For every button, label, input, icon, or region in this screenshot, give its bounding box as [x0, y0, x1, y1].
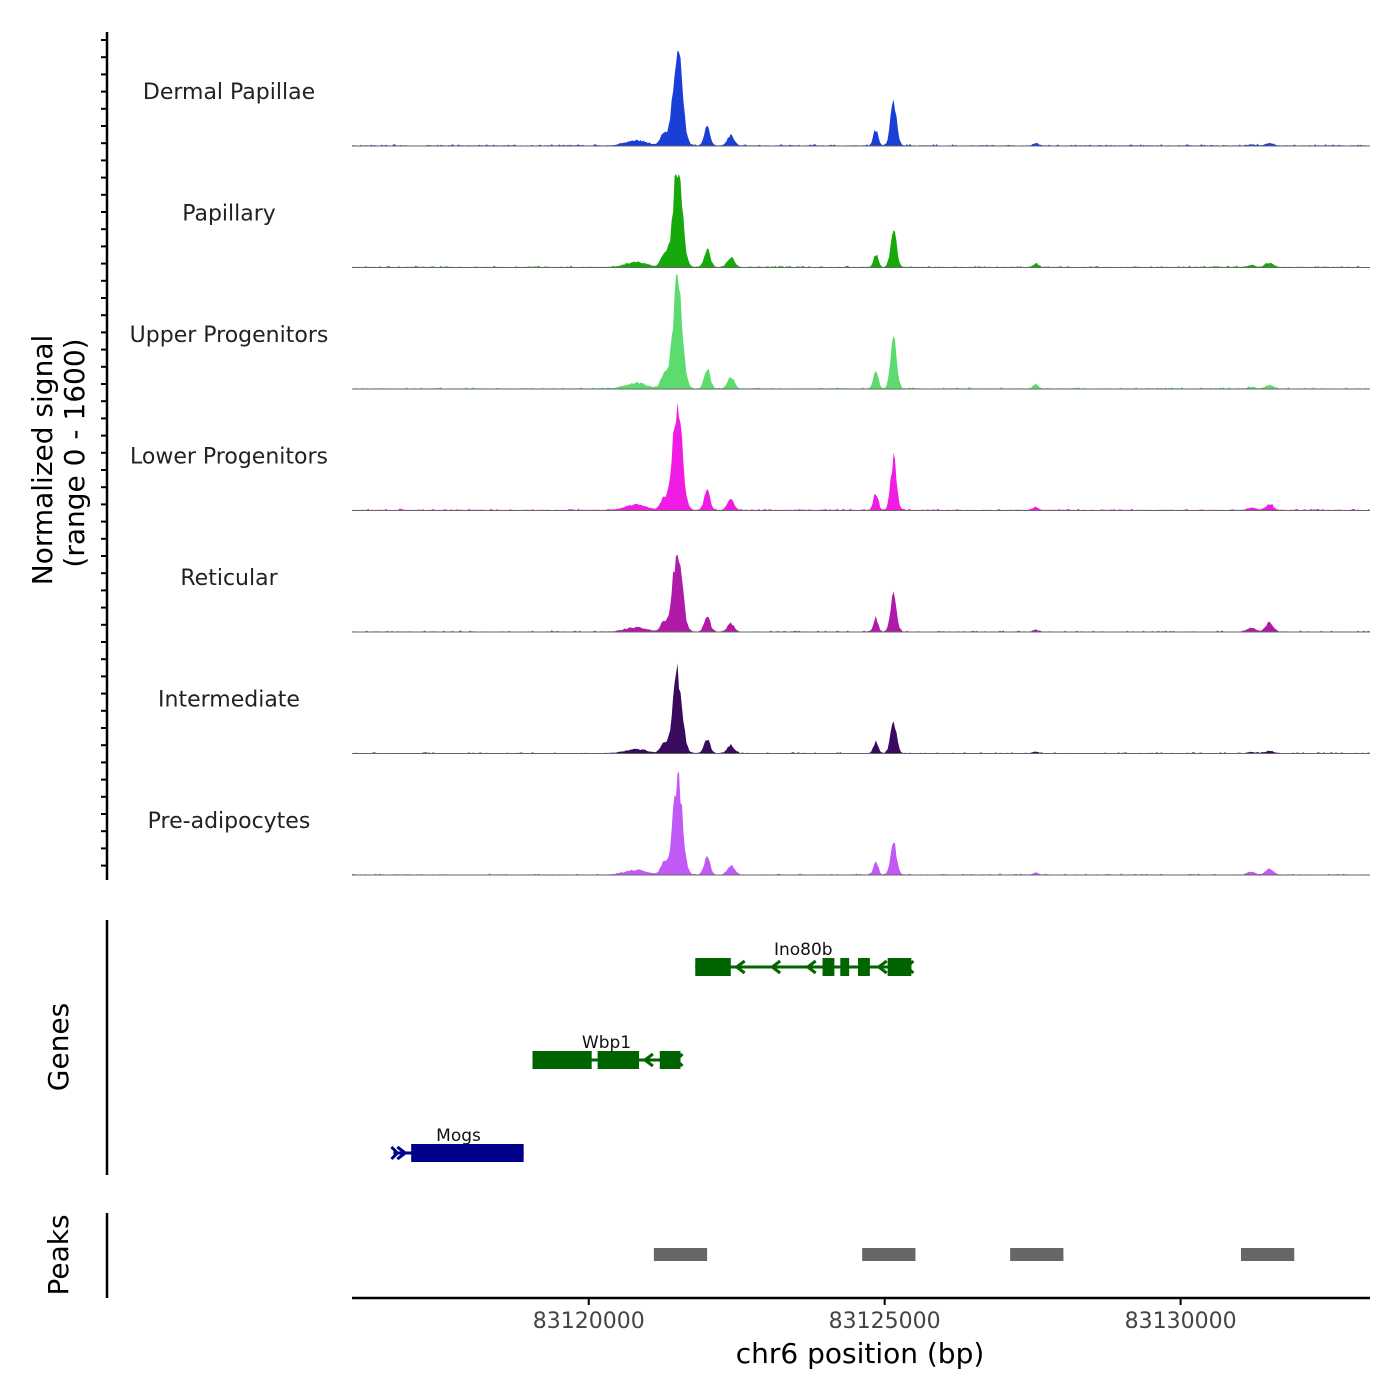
track-label: Upper Progenitors [130, 323, 329, 348]
strand-arrow [876, 959, 888, 975]
track-label: Intermediate [158, 688, 300, 713]
gene-exon [532, 1051, 592, 1069]
track-label: Reticular [180, 566, 278, 591]
peak-region [862, 1248, 916, 1261]
signal-area-reticular [352, 554, 1370, 632]
x-tick-label: 83130000 [1125, 1309, 1237, 1334]
strand-arrow [396, 1145, 408, 1161]
signal-area-papillary [352, 173, 1370, 268]
signal-area-pre-adipocytes [352, 771, 1370, 875]
x-tick-label: 83120000 [533, 1309, 645, 1334]
gene-exon [411, 1144, 524, 1162]
signal-axis [101, 32, 109, 880]
peak-region [1240, 1248, 1295, 1261]
strand-arrow [734, 959, 746, 975]
gene-exon [887, 958, 912, 976]
gene-exon [858, 958, 870, 976]
signal-area-lower-progenitors [352, 402, 1370, 511]
x-axis-title: chr6 position (bp) [736, 1337, 985, 1370]
gene-exon [840, 958, 850, 976]
gene-label: Mogs [436, 1126, 481, 1146]
signal-area-upper-progenitors [352, 274, 1370, 389]
peak-region [1010, 1248, 1064, 1261]
peaks-track-title: Peaks [42, 1214, 75, 1295]
gene-label: Wbp1 [582, 1033, 631, 1053]
track-label: Pre-adipocytes [148, 809, 311, 834]
strand-arrow [805, 959, 817, 975]
gene-label: Ino80b [774, 940, 833, 960]
y-axis-title-line1: Normalized signal [26, 335, 59, 586]
peak-regions [653, 1248, 1295, 1261]
peak-region [653, 1248, 708, 1261]
x-tick-label: 83125000 [829, 1309, 941, 1334]
gene-exon [822, 958, 835, 976]
track-label: Dermal Papillae [143, 80, 315, 105]
gene-exon [659, 1051, 681, 1069]
genes-track-title: Genes [42, 1003, 75, 1091]
track-label: Lower Progenitors [130, 445, 328, 470]
x-axis-ticks: 83120000 83125000 83130000 [533, 1298, 1237, 1334]
strand-end-arrow [390, 1145, 400, 1161]
gene-exon [597, 1051, 640, 1069]
track-label: Papillary [182, 202, 276, 227]
signal-area-intermediate [352, 663, 1370, 754]
track-labels: Dermal Papillae Papillary Upper Progenitor… [130, 80, 329, 834]
gene-exon [695, 958, 731, 976]
strand-arrow [642, 1052, 654, 1068]
strand-arrow [769, 959, 782, 975]
signal-tracks [352, 50, 1370, 876]
signal-area-dermal-papillae [352, 50, 1370, 146]
gene-annotations: Ino80b Wbp1 Mogs [390, 940, 915, 1162]
y-axis-title-line2: (range 0 - 1600) [58, 338, 91, 567]
